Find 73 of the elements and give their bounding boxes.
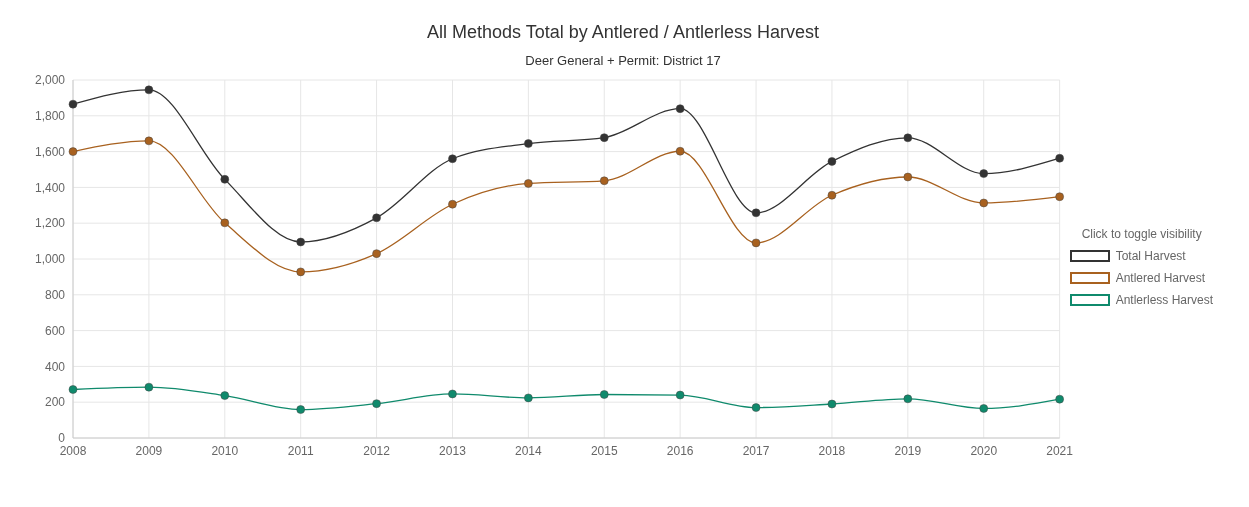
point [68, 99, 78, 109]
point [675, 104, 685, 113]
y-tick-label: 1,200 [34, 216, 66, 231]
point [144, 382, 154, 392]
legend-label: Total Harvest [1115, 248, 1186, 263]
x-tick-label: 2015 [590, 443, 618, 458]
point [144, 85, 154, 95]
y-tick-label: 600 [44, 323, 66, 338]
y-tick-label: 400 [44, 359, 66, 374]
point [827, 157, 837, 166]
legend-label: Antlered Harvest [1115, 270, 1205, 285]
y-tick-label: 800 [44, 288, 66, 303]
x-tick-label: 2020 [970, 443, 998, 458]
x-tick-label: 2008 [59, 443, 87, 458]
point [600, 133, 609, 142]
point [903, 133, 913, 143]
y-tick-label: 1,000 [34, 252, 66, 267]
point [524, 179, 533, 188]
point [372, 399, 381, 408]
chart-subtitle: Deer General + Permit: District 17 [524, 53, 722, 68]
x-tick-label: 2019 [894, 443, 922, 458]
point [372, 249, 381, 258]
point [372, 213, 381, 223]
y-tick-label: 2,000 [34, 73, 66, 88]
point [751, 403, 761, 412]
point [68, 385, 78, 394]
legend-title: Click to toggle visibility [1080, 226, 1203, 241]
point [827, 399, 837, 409]
point [600, 390, 609, 399]
point [1055, 153, 1064, 163]
y-tick-label: 1,600 [34, 144, 66, 159]
point [524, 139, 533, 148]
x-tick-label: 2016 [666, 443, 694, 458]
point [220, 175, 230, 184]
point [1055, 192, 1064, 201]
point [296, 267, 305, 277]
point [675, 146, 685, 156]
y-tick-label: 1,400 [34, 180, 66, 195]
point [448, 389, 457, 399]
y-tick-label: 0 [58, 431, 66, 446]
x-tick-label: 2012 [363, 443, 391, 458]
point [903, 394, 913, 404]
point [751, 238, 761, 248]
x-tick-label: 2017 [742, 443, 770, 458]
point [903, 172, 913, 182]
point [220, 218, 230, 228]
point [675, 390, 685, 400]
point [524, 393, 533, 403]
x-tick-label: 2010 [211, 443, 239, 458]
point [144, 136, 154, 146]
point [827, 191, 837, 200]
x-tick-label: 2011 [287, 443, 314, 458]
point [220, 391, 230, 400]
x-tick-label: 2021 [1046, 443, 1074, 458]
point [448, 199, 457, 209]
point [979, 198, 988, 208]
x-tick-label: 2009 [135, 443, 163, 458]
point [979, 169, 988, 178]
point [296, 237, 305, 247]
y-tick-label: 1,800 [34, 109, 66, 124]
chart-title: All Methods Total by Antlered / Antlerless Harvest [426, 21, 820, 43]
x-tick-label: 2014 [515, 443, 543, 458]
point [600, 176, 609, 186]
y-tick-label: 200 [44, 395, 66, 410]
x-tick-label: 2018 [818, 443, 846, 458]
point [1055, 394, 1064, 404]
x-tick-label: 2013 [439, 443, 467, 458]
point [448, 154, 457, 164]
legend-label: Antlerless Harvest [1115, 292, 1213, 307]
point [751, 208, 761, 218]
point [296, 405, 305, 414]
point [979, 404, 988, 413]
point [68, 147, 78, 156]
